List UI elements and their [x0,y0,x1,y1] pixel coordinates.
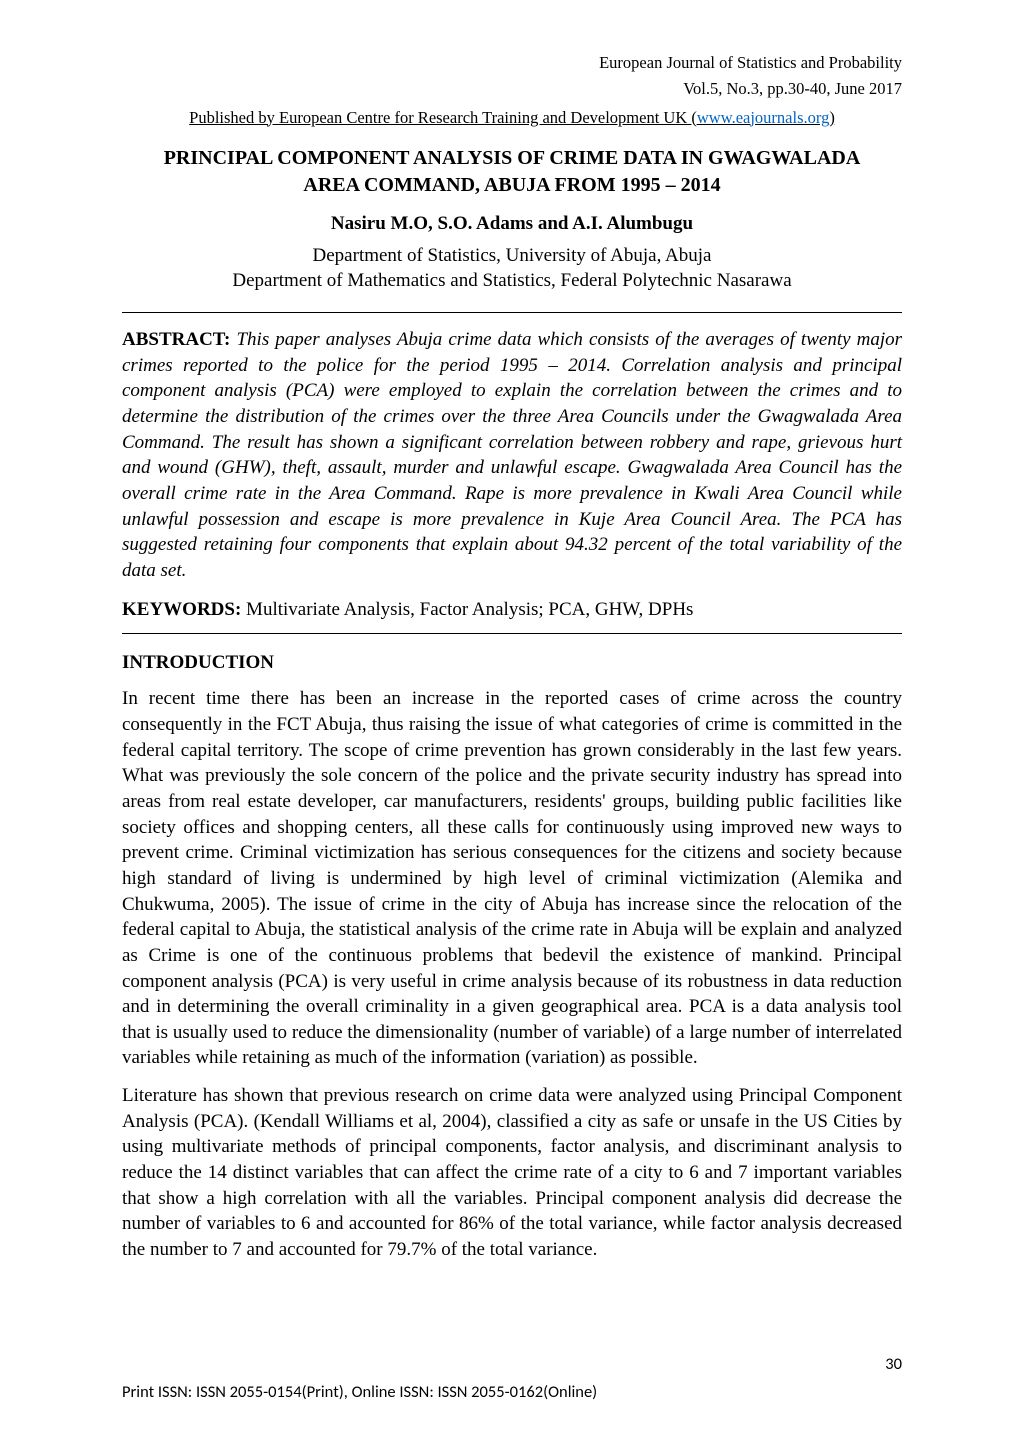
abstract-text: This paper analyses Abuja crime data whi… [122,329,902,581]
page-footer: 30 Print ISSN: ISSN 2055-0154(Print), On… [122,1382,902,1402]
running-head: European Journal of Statistics and Proba… [122,52,902,129]
title-line-2: AREA COMMAND, ABUJA FROM 1995 – 2014 [122,172,902,199]
title-line-1: PRINCIPAL COMPONENT ANALYSIS OF CRIME DA… [122,145,902,172]
keywords: KEYWORDS: Multivariate Analysis, Factor … [122,599,902,621]
affiliation-2: Department of Mathematics and Statistics… [122,268,902,294]
journal-name: European Journal of Statistics and Proba… [122,52,902,74]
issue-line: Vol.5, No.3, pp.30-40, June 2017 [122,78,902,100]
page-container: European Journal of Statistics and Proba… [0,0,1020,1442]
footer-issn: Print ISSN: ISSN 2055-0154(Print), Onlin… [122,1382,597,1402]
keywords-text: Multivariate Analysis, Factor Analysis; … [241,599,693,620]
publisher-link[interactable]: www.eajournals.org [697,108,829,127]
publisher-prefix: Published by European Centre for Researc… [189,108,697,127]
rule-top [122,312,902,313]
keywords-label: KEYWORDS: [122,599,241,620]
authors: Nasiru M.O, S.O. Adams and A.I. Alumbugu [122,213,902,235]
abstract: ABSTRACT: This paper analyses Abuja crim… [122,327,902,583]
affiliations: Department of Statistics, University of … [122,243,902,294]
abstract-label: ABSTRACT: [122,329,230,350]
intro-paragraph-1: In recent time there has been an increas… [122,686,902,1071]
affiliation-1: Department of Statistics, University of … [122,243,902,269]
rule-bottom [122,633,902,634]
intro-paragraph-2: Literature has shown that previous resea… [122,1083,902,1262]
section-title-introduction: INTRODUCTION [122,652,902,674]
publisher-line: Published by European Centre for Researc… [122,107,902,129]
page-number: 30 [885,1354,902,1374]
paper-title: PRINCIPAL COMPONENT ANALYSIS OF CRIME DA… [122,145,902,199]
publisher-suffix: ) [829,108,835,127]
